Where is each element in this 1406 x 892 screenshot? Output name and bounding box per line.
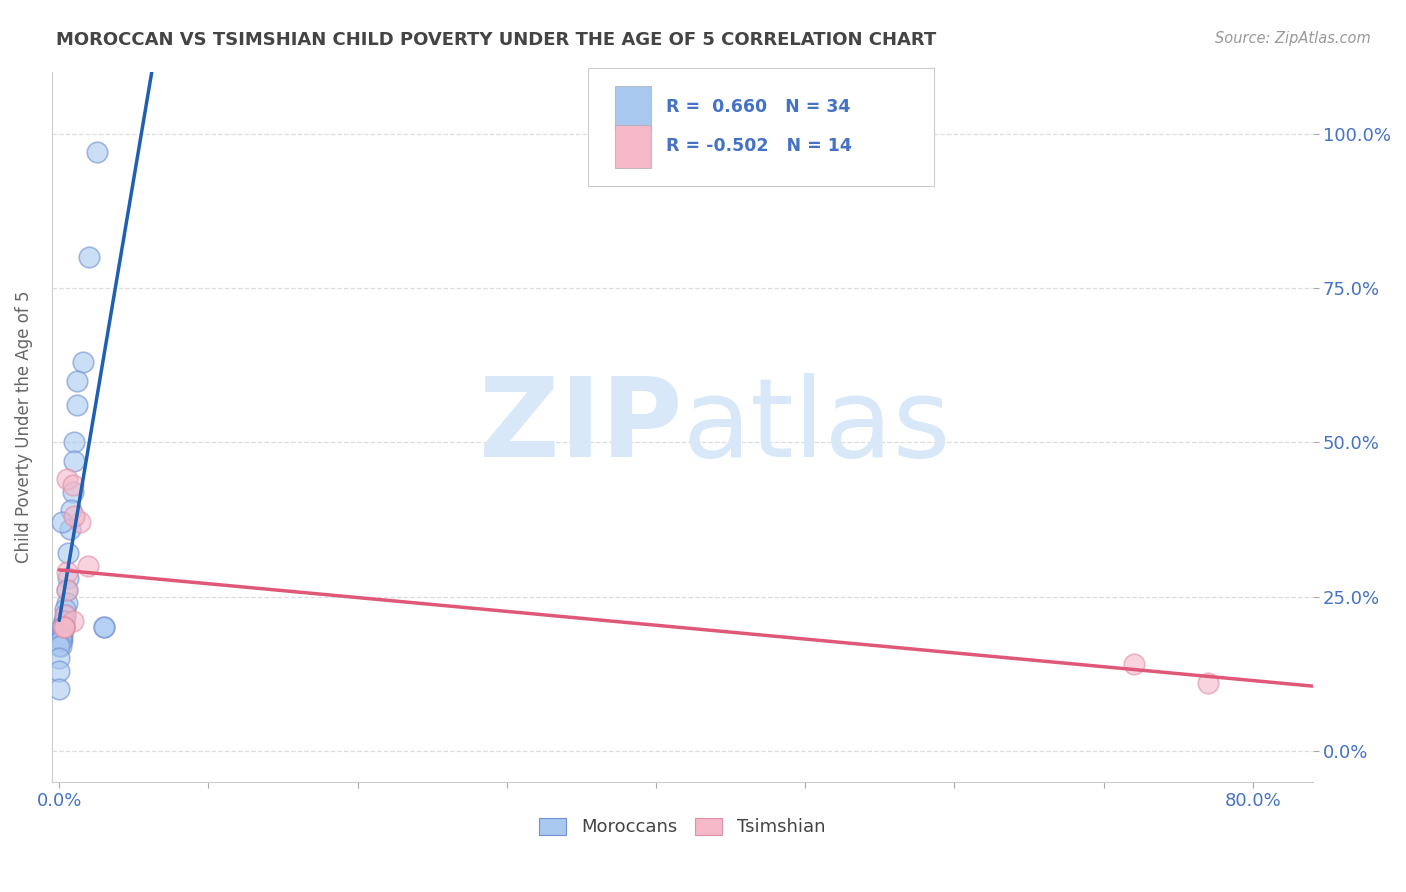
Legend: Moroccans, Tsimshian: Moroccans, Tsimshian [531, 810, 832, 844]
Point [51, 632, 73, 647]
Point [52, 614, 75, 628]
Point [93, 620, 115, 634]
Text: R = -0.502   N = 14: R = -0.502 N = 14 [666, 137, 852, 155]
Point [53, 608, 76, 623]
FancyBboxPatch shape [616, 87, 651, 128]
Text: Source: ZipAtlas.com: Source: ZipAtlas.com [1215, 31, 1371, 46]
Point [59, 522, 82, 536]
Point [1197, 676, 1219, 690]
Point [63, 454, 86, 468]
Point [48, 664, 70, 678]
Point [51, 626, 73, 640]
Point [52, 620, 75, 634]
Point [55, 583, 77, 598]
Point [69, 516, 91, 530]
Point [55, 596, 77, 610]
Point [66, 374, 89, 388]
Point [49, 632, 72, 647]
Point [62, 614, 84, 628]
Point [55, 583, 77, 598]
FancyBboxPatch shape [616, 125, 651, 168]
Point [77, 250, 100, 264]
Point [51, 620, 73, 634]
Point [52, 620, 75, 634]
Point [55, 472, 77, 486]
Point [53, 602, 76, 616]
Point [93, 620, 115, 634]
Text: atlas: atlas [682, 374, 950, 480]
Point [1122, 657, 1144, 672]
Point [63, 435, 86, 450]
Point [48, 639, 70, 653]
Y-axis label: Child Poverty Under the Age of 5: Child Poverty Under the Age of 5 [15, 291, 32, 563]
Text: MOROCCAN VS TSIMSHIAN CHILD POVERTY UNDER THE AGE OF 5 CORRELATION CHART: MOROCCAN VS TSIMSHIAN CHILD POVERTY UNDE… [56, 31, 936, 49]
Text: ZIP: ZIP [479, 374, 682, 480]
Point [55, 565, 77, 579]
Point [56, 571, 79, 585]
Point [51, 626, 73, 640]
Point [52, 620, 75, 634]
Point [72, 355, 94, 369]
Point [49, 632, 72, 647]
Point [62, 484, 84, 499]
Point [48, 651, 70, 665]
Point [60, 503, 83, 517]
FancyBboxPatch shape [588, 69, 935, 186]
Point [51, 516, 73, 530]
Point [52, 620, 75, 634]
Point [49, 639, 72, 653]
Point [76, 558, 98, 573]
Point [86, 145, 108, 160]
Point [63, 509, 86, 524]
Point [52, 614, 75, 628]
Point [62, 478, 84, 492]
Point [53, 608, 76, 623]
Point [52, 620, 75, 634]
Point [66, 398, 89, 412]
Text: R =  0.660   N = 34: R = 0.660 N = 34 [666, 98, 851, 117]
Point [56, 546, 79, 560]
Point [48, 682, 70, 697]
